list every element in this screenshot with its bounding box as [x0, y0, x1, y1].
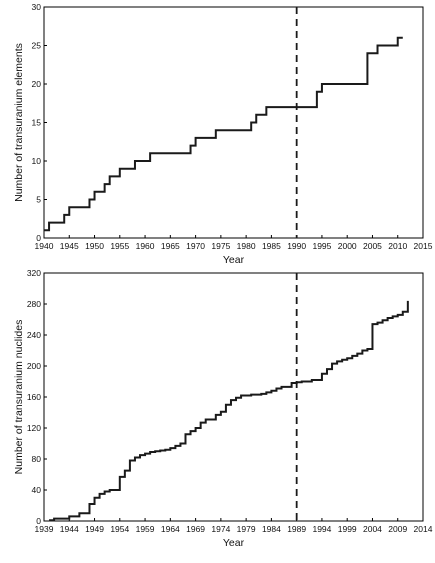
bottom-x-tick-label: 1979 — [237, 524, 256, 534]
top-x-tick-label: 2010 — [388, 241, 407, 251]
top-x-tick-label: 1995 — [312, 241, 331, 251]
top-plot-frame — [43, 6, 424, 239]
bottom-x-tick-label: 1989 — [287, 524, 306, 534]
top-x-tick-label: 1950 — [85, 241, 104, 251]
bottom-x-tick-label: 2014 — [414, 524, 433, 534]
top-x-tick-label: 1945 — [60, 241, 79, 251]
top-x-tick-label: 1980 — [237, 241, 256, 251]
top-x-tick-label: 1990 — [287, 241, 306, 251]
top-x-tick-label: 2000 — [338, 241, 357, 251]
bottom-x-tick-label: 1974 — [211, 524, 230, 534]
top-x-tick-label: 2015 — [414, 241, 433, 251]
bottom-y-axis-title: Number of transuranium nuclides — [13, 320, 25, 475]
top-y-tick-label: 0 — [36, 233, 41, 243]
top-y-tick-label: 30 — [32, 2, 42, 12]
bottom-x-tick-label: 1949 — [85, 524, 104, 534]
top-x-tick-label: 1960 — [136, 241, 155, 251]
top-y-tick-label: 5 — [36, 195, 41, 205]
bottom-y-tick-label: 160 — [27, 392, 41, 402]
bottom-x-tick-label: 1984 — [262, 524, 281, 534]
top-x-tick-label: 1940 — [35, 241, 54, 251]
top-x-tick-label: 1970 — [186, 241, 205, 251]
bottom-x-tick-label: 1954 — [110, 524, 129, 534]
bottom-x-tick-label: 1959 — [136, 524, 155, 534]
top-x-tick-label: 1985 — [262, 241, 281, 251]
top-x-tick-label: 2005 — [363, 241, 382, 251]
bottom-x-tick-label: 1944 — [60, 524, 79, 534]
bottom-y-tick-label: 120 — [27, 423, 41, 433]
bottom-y-tick-label: 200 — [27, 361, 41, 371]
top-x-tick-label: 1955 — [110, 241, 129, 251]
bottom-x-axis-title: Year — [223, 537, 245, 549]
top-x-axis-title: Year — [223, 254, 245, 266]
bottom-y-tick-label: 280 — [27, 299, 41, 309]
top-x-tick-label: 1965 — [161, 241, 180, 251]
top-step-series — [44, 36, 403, 232]
bottom-y-tick-label: 40 — [32, 485, 42, 495]
bottom-x-tick-label: 1964 — [161, 524, 180, 534]
bottom-chart-panel: 1939 1944 1949 1954 1959 1964 1969 1974 1979 1984… — [13, 268, 433, 549]
bottom-y-tick-label: 0 — [36, 516, 41, 526]
bottom-x-tick-label: 2009 — [388, 524, 407, 534]
bottom-plot-frame — [43, 272, 424, 522]
bottom-x-tick-label: 1994 — [312, 524, 331, 534]
top-chart-panel: 1940 1945 1950 1955 1960 1965 1970 1975 1980 1985… — [13, 2, 433, 266]
top-y-tick-label: 10 — [32, 156, 42, 166]
bottom-x-tick-label: 2004 — [363, 524, 382, 534]
bottom-x-tick-label: 1969 — [186, 524, 205, 534]
bottom-y-tick-label: 240 — [27, 330, 41, 340]
bottom-step-series — [49, 300, 409, 522]
bottom-x-tick-label: 1999 — [338, 524, 357, 534]
top-y-tick-label: 15 — [32, 118, 42, 128]
bottom-y-tick-label: 320 — [27, 268, 41, 278]
bottom-y-tick-label: 80 — [32, 454, 42, 464]
top-y-tick-label: 20 — [32, 79, 42, 89]
bottom-x-tick-label: 1939 — [35, 524, 54, 534]
top-y-tick-label: 25 — [32, 41, 42, 51]
top-y-axis-title: Number of transuranium elements — [13, 43, 25, 202]
top-x-tick-label: 1975 — [211, 241, 230, 251]
